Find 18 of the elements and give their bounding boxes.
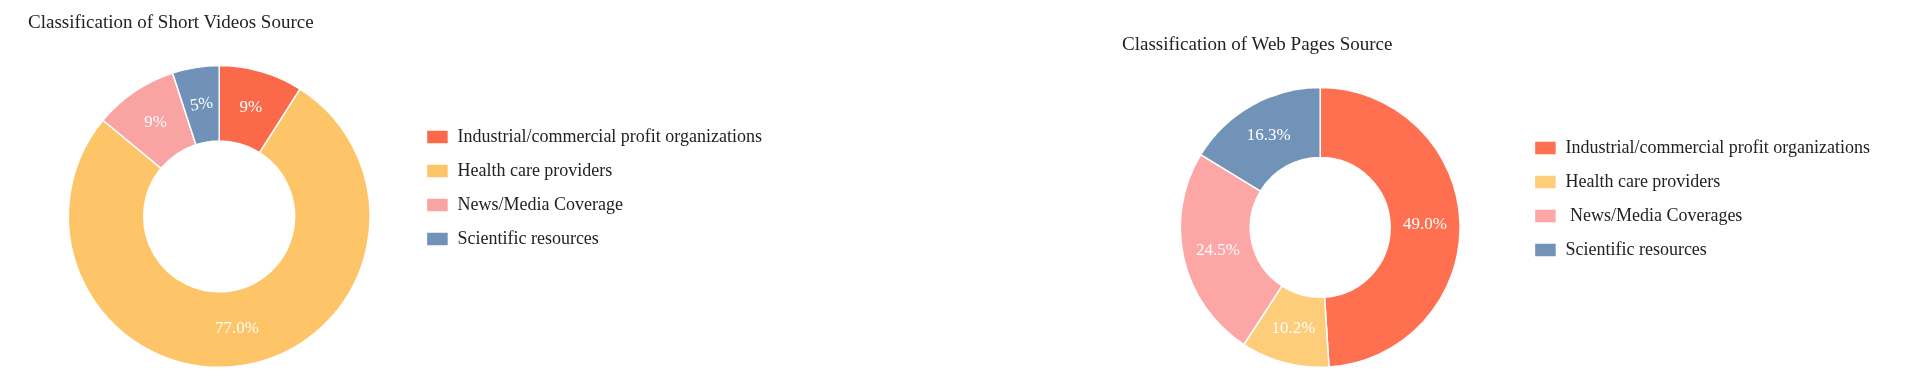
data-label: 9% — [239, 97, 263, 117]
data-label: 9% — [144, 112, 167, 132]
data-label: 16.3% — [1246, 125, 1291, 145]
chart-title: Classification of Short Videos Source — [28, 11, 314, 33]
legend-label: Health care providers — [457, 159, 613, 180]
legend-label: Scientific resources — [457, 227, 599, 248]
legend-label: News/Media Coverages — [1565, 204, 1743, 225]
data-label: 5% — [188, 92, 215, 115]
data-label: 77.0% — [214, 317, 259, 337]
data-label: 24.5% — [1195, 240, 1240, 260]
legend-label: Industrial/commercial profit organizations — [1565, 136, 1870, 157]
legend-label: Industrial/commercial profit organizations — [457, 125, 762, 146]
legend-label: Health care providers — [1565, 170, 1721, 191]
legend-label: Scientific resources — [1565, 238, 1707, 259]
data-label: 49.0% — [1403, 213, 1448, 233]
legend-label: News/Media Coverage — [457, 193, 623, 214]
chart-title: Classification of Web Pages Source — [1122, 33, 1393, 55]
data-label: 10.2% — [1271, 318, 1316, 338]
